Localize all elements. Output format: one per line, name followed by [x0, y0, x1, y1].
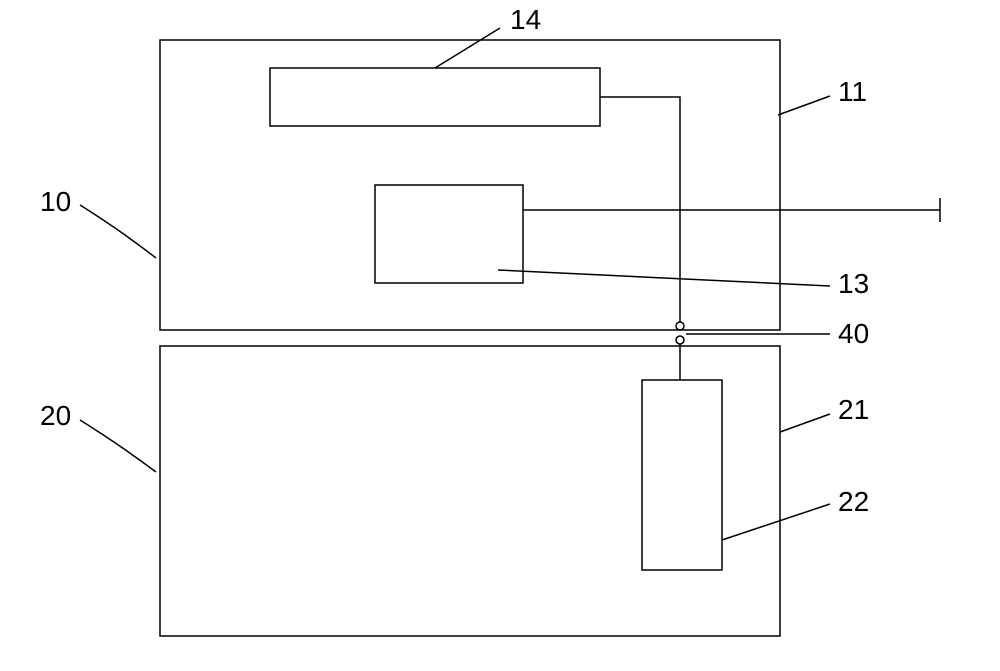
leader-11	[778, 96, 830, 115]
label-21: 21	[838, 394, 869, 426]
leader-22	[722, 504, 830, 540]
label-20: 20	[40, 400, 71, 432]
leader-21	[780, 414, 830, 432]
label-22: 22	[838, 486, 869, 518]
label-13: 13	[838, 268, 869, 300]
hinge-circle-bottom	[676, 336, 684, 344]
leader-20	[80, 420, 156, 472]
upper-inner-top-box	[270, 68, 600, 126]
technical-diagram: 14 11 10 13 40 20 21 22	[0, 0, 1000, 666]
leader-14	[435, 28, 500, 68]
lower-outer-box	[160, 346, 780, 636]
hinge-circle-top	[676, 322, 684, 330]
label-14: 14	[510, 4, 541, 36]
lower-inner-right-box	[642, 380, 722, 570]
leader-10	[80, 205, 156, 258]
label-11: 11	[838, 76, 867, 108]
label-10: 10	[40, 186, 71, 218]
upper-inner-center-box	[375, 185, 523, 283]
label-40: 40	[838, 318, 869, 350]
